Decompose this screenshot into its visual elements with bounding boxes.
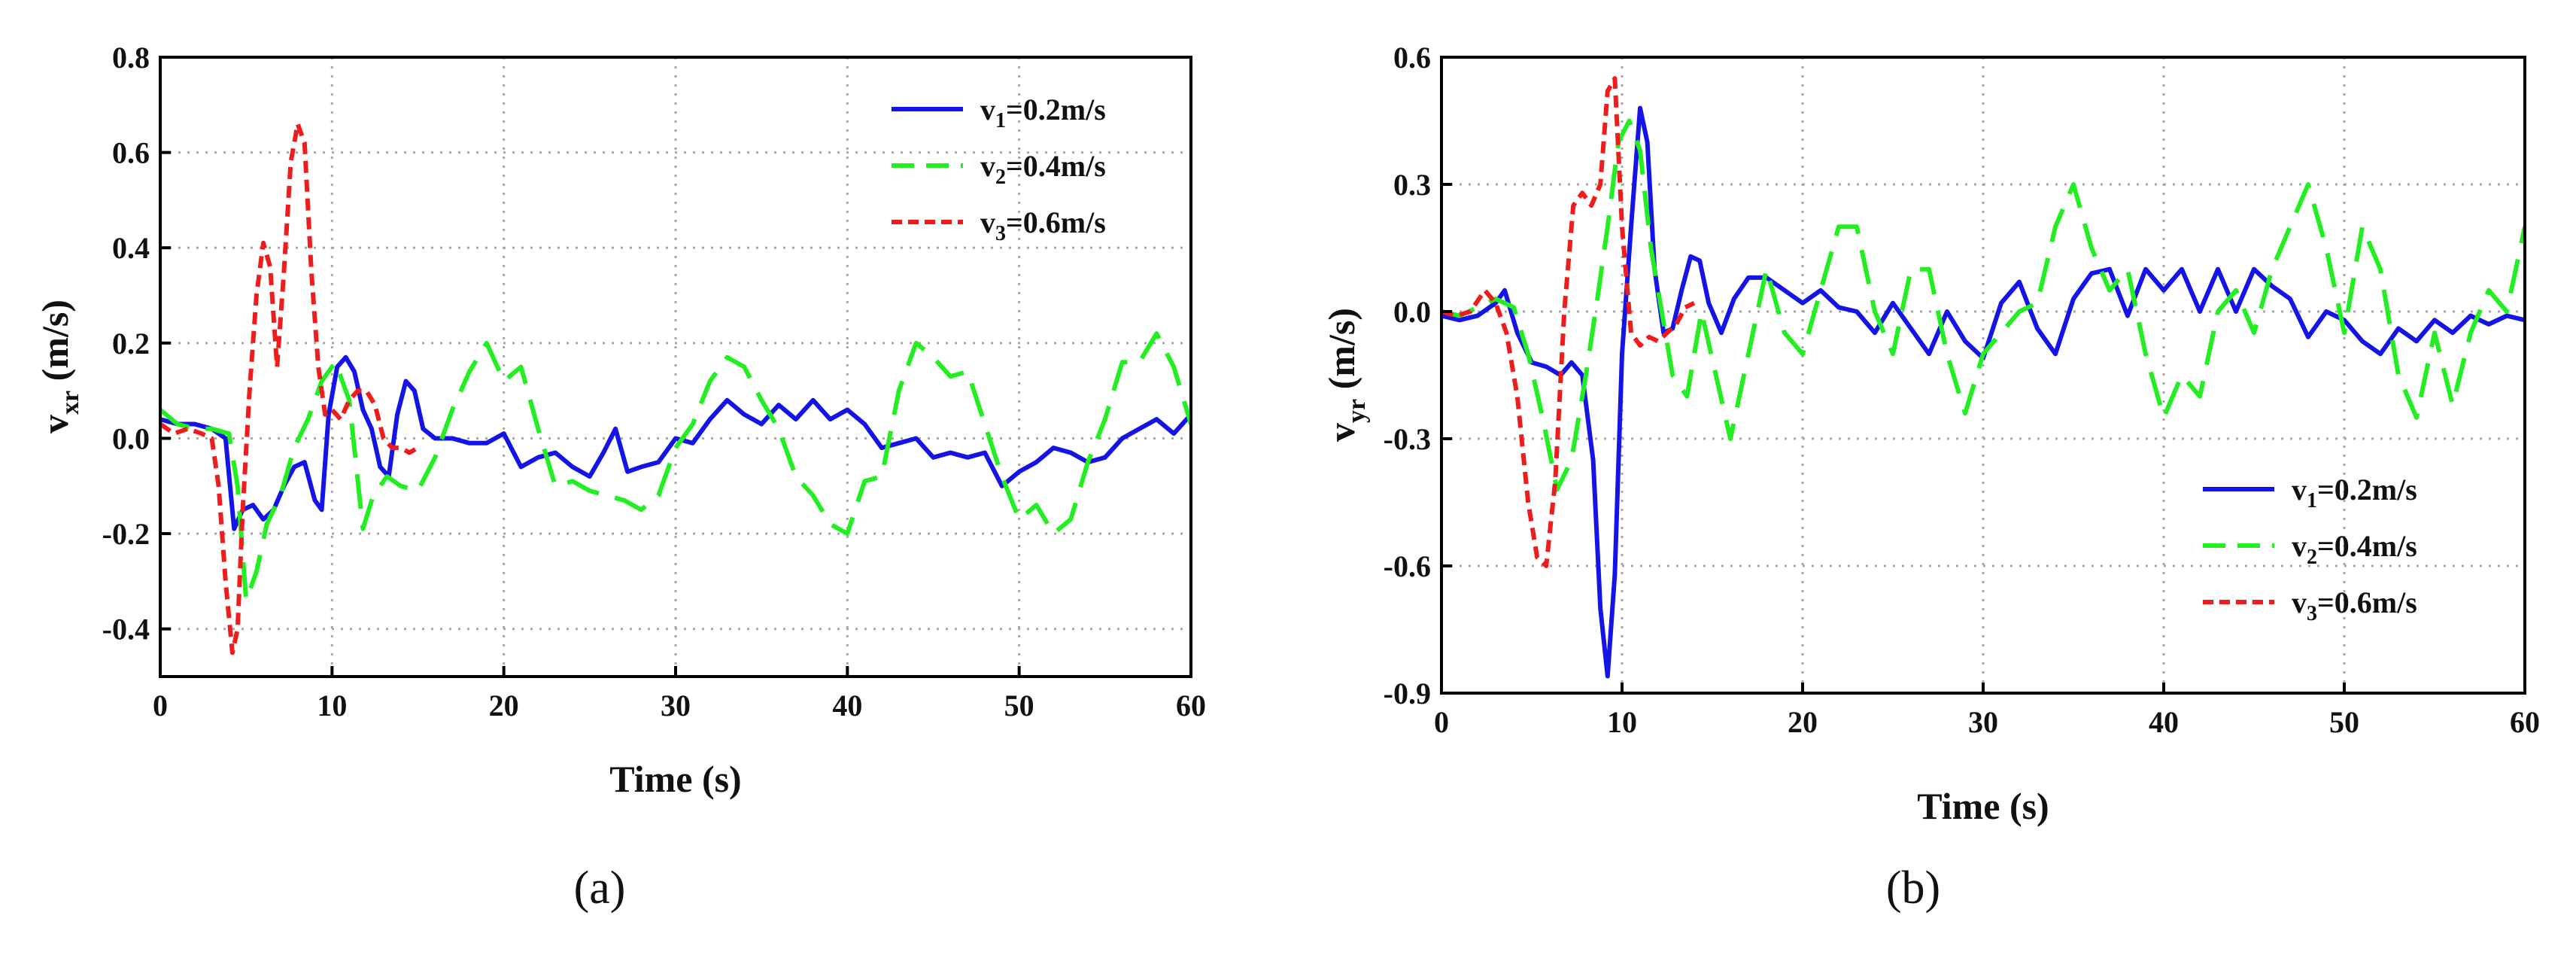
x-tick-label: 40 — [2149, 705, 2179, 739]
y-tick-label: -0.3 — [1384, 422, 1431, 456]
legend: v1=0.2m/s v2=0.4m/s v3=0.6m/s — [892, 93, 1106, 245]
series-line-v2 — [1441, 118, 2525, 492]
panel-label: (a) — [574, 862, 626, 914]
y-tick-label: 0.3 — [1393, 168, 1431, 202]
x-axis: 0 10 20 30 40 50 60 — [1434, 683, 2540, 739]
x-axis: 0 10 20 30 40 50 60 — [153, 666, 1206, 722]
series-line-v3 — [160, 121, 419, 655]
series-line-v1 — [1441, 105, 2525, 679]
y-tick-label: -0.4 — [102, 613, 150, 646]
legend: v1=0.2m/s v2=0.4m/s v3=0.6m/s — [2203, 473, 2417, 625]
y-tick-label: 0.6 — [112, 136, 150, 170]
y-axis-title-sub: yr — [1343, 399, 1371, 423]
y-tick-label: 0.8 — [112, 41, 150, 75]
x-tick-label: 50 — [2329, 705, 2359, 739]
y-axis-title: vxr (m/s) — [34, 300, 84, 433]
legend-label-v2: v2=0.4m/s — [2292, 529, 2417, 569]
series-line-v3 — [1441, 76, 1696, 568]
x-tick-label: 60 — [2510, 705, 2540, 739]
x-tick-label: 30 — [661, 689, 691, 722]
panel-label: (b) — [1886, 862, 1940, 914]
y-axis-title-main: v — [34, 415, 76, 433]
y-tick-label: -0.9 — [1384, 677, 1431, 710]
y-tick-label: 0.0 — [1393, 295, 1431, 329]
legend-label-v3: v3=0.6m/s — [980, 205, 1106, 245]
x-tick-label: 0 — [153, 689, 168, 722]
x-tick-label: 0 — [1434, 705, 1449, 739]
series-lines — [1441, 76, 2525, 679]
y-tick-label: -0.2 — [102, 517, 150, 551]
y-axis-title-unit: (m/s) — [1320, 308, 1362, 399]
y-tick-label: 0.2 — [112, 327, 150, 360]
series-line-v1 — [160, 354, 1191, 531]
legend-label-v1: v1=0.2m/s — [980, 93, 1106, 132]
x-tick-label: 10 — [317, 689, 347, 722]
x-tick-label: 10 — [1607, 705, 1637, 739]
y-axis: -0.9 -0.6 -0.3 0.0 0.3 0.6 — [1384, 41, 1452, 710]
x-tick-label: 20 — [489, 689, 519, 722]
legend-label-v1: v1=0.2m/s — [2292, 473, 2417, 512]
y-tick-label: -0.6 — [1384, 549, 1431, 583]
x-tick-label: 20 — [1788, 705, 1818, 739]
x-tick-label: 40 — [832, 689, 862, 722]
y-tick-label: 0.4 — [112, 231, 150, 265]
x-axis-title: Time (s) — [609, 758, 741, 800]
y-axis-title-sub: xr — [56, 391, 84, 415]
panel-b: 0 10 20 30 40 50 60 -0.9 -0.6 -0.3 0.0 0.3 0.6 Time (… — [1320, 41, 2540, 914]
series-lines — [160, 121, 1191, 655]
panel-a: 0 10 20 30 40 50 60 -0.4 -0.2 0.0 0.2 0.4 0.6 0.8 Time… — [34, 41, 1206, 914]
y-axis-title-unit: (m/s) — [34, 300, 76, 391]
y-tick-label: 0.6 — [1393, 41, 1431, 75]
legend-label-v2: v2=0.4m/s — [980, 149, 1106, 189]
x-tick-label: 50 — [1004, 689, 1034, 722]
series-line-v2 — [160, 331, 1191, 603]
y-axis-title-main: v — [1320, 423, 1362, 442]
x-tick-label: 30 — [1968, 705, 1998, 739]
y-tick-label: 0.0 — [112, 421, 150, 455]
legend-label-v3: v3=0.6m/s — [2292, 585, 2417, 625]
x-tick-label: 60 — [1176, 689, 1206, 722]
y-axis-title: vyr (m/s) — [1320, 308, 1371, 442]
x-axis-title: Time (s) — [1917, 785, 2049, 827]
y-axis: -0.4 -0.2 0.0 0.2 0.4 0.6 0.8 — [102, 41, 171, 646]
